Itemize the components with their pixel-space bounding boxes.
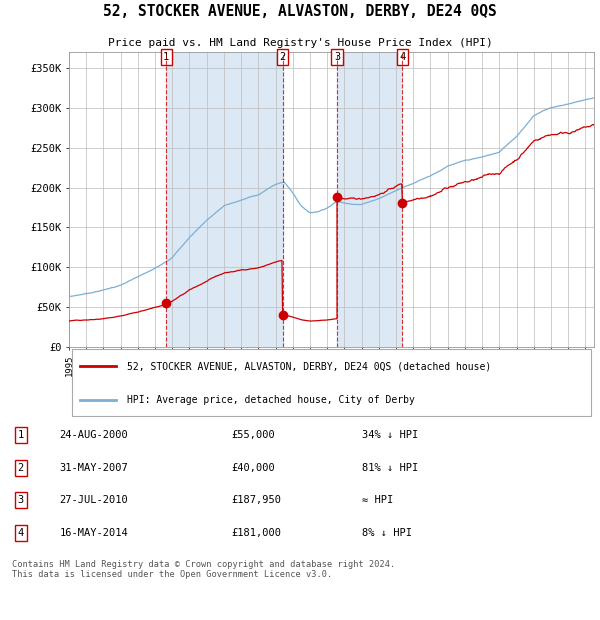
Bar	[337, 52, 403, 347]
Text: 4: 4	[399, 52, 406, 62]
Text: 16-MAY-2014: 16-MAY-2014	[59, 528, 128, 538]
Text: 1: 1	[18, 430, 24, 440]
Text: 3: 3	[18, 495, 24, 505]
FancyBboxPatch shape	[71, 349, 592, 416]
Text: Contains HM Land Registry data © Crown copyright and database right 2024.
This d: Contains HM Land Registry data © Crown c…	[12, 560, 395, 579]
Text: £187,950: £187,950	[232, 495, 282, 505]
Text: 2: 2	[280, 52, 286, 62]
Text: 4: 4	[18, 528, 24, 538]
Bar	[166, 52, 283, 347]
Text: 81% ↓ HPI: 81% ↓ HPI	[362, 463, 419, 472]
Text: 3: 3	[334, 52, 340, 62]
Text: Price paid vs. HM Land Registry's House Price Index (HPI): Price paid vs. HM Land Registry's House …	[107, 38, 493, 48]
Text: 52, STOCKER AVENUE, ALVASTON, DERBY, DE24 0QS: 52, STOCKER AVENUE, ALVASTON, DERBY, DE2…	[103, 4, 497, 19]
Text: 1: 1	[163, 52, 169, 62]
Text: 24-AUG-2000: 24-AUG-2000	[59, 430, 128, 440]
Text: 8% ↓ HPI: 8% ↓ HPI	[362, 528, 412, 538]
Text: HPI: Average price, detached house, City of Derby: HPI: Average price, detached house, City…	[127, 394, 415, 405]
Text: ≈ HPI: ≈ HPI	[362, 495, 394, 505]
Text: 34% ↓ HPI: 34% ↓ HPI	[362, 430, 419, 440]
Text: £181,000: £181,000	[232, 528, 282, 538]
Text: 2: 2	[18, 463, 24, 472]
Text: £55,000: £55,000	[232, 430, 275, 440]
Text: 31-MAY-2007: 31-MAY-2007	[59, 463, 128, 472]
Text: £40,000: £40,000	[232, 463, 275, 472]
Text: 52, STOCKER AVENUE, ALVASTON, DERBY, DE24 0QS (detached house): 52, STOCKER AVENUE, ALVASTON, DERBY, DE2…	[127, 361, 491, 371]
Text: 27-JUL-2010: 27-JUL-2010	[59, 495, 128, 505]
